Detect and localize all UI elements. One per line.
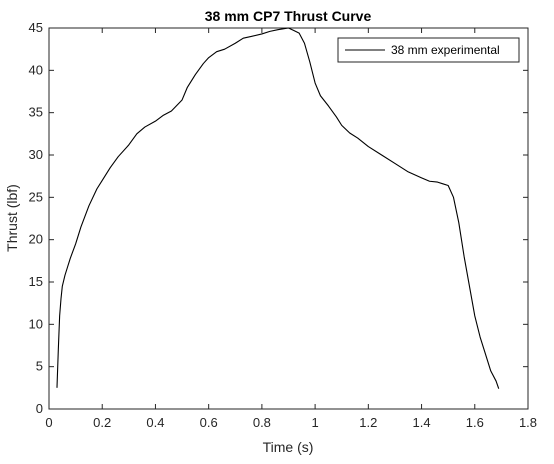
x-tick-label: 0.4 xyxy=(146,415,164,430)
legend-label: 38 mm experimental xyxy=(391,43,500,57)
x-tick-label: 1.4 xyxy=(413,415,431,430)
y-tick-label: 35 xyxy=(29,105,43,120)
legend: 38 mm experimental xyxy=(337,37,520,63)
y-axis-label: Thrust (lbf) xyxy=(4,184,20,252)
x-tick-label: 0.8 xyxy=(253,415,271,430)
x-tick-label: 1.2 xyxy=(359,415,377,430)
y-tick-label: 15 xyxy=(29,274,43,289)
x-tick-label: 0 xyxy=(45,415,52,430)
x-tick-label: 1.8 xyxy=(519,415,537,430)
y-axis-ticks: 0 5 10 15 20 25 30 35 40 45 xyxy=(29,20,528,416)
x-tick-label: 1.6 xyxy=(466,415,484,430)
x-axis-ticks: 0 0.2 0.4 0.6 0.8 1 1.2 1.4 1.6 1.8 xyxy=(45,28,537,430)
x-tick-label: 0.6 xyxy=(200,415,218,430)
series-line-38mm-experimental xyxy=(56,27,500,389)
plot-frame xyxy=(48,27,529,410)
x-tick-label: 1 xyxy=(311,415,318,430)
x-tick-label: 0.2 xyxy=(93,415,111,430)
chart-title: 38 mm CP7 Thrust Curve xyxy=(205,8,372,24)
y-tick-label: 45 xyxy=(29,20,43,35)
y-tick-label: 0 xyxy=(36,401,43,416)
y-tick-label: 5 xyxy=(36,359,43,374)
y-tick-label: 10 xyxy=(29,316,43,331)
y-tick-label: 40 xyxy=(29,62,43,77)
x-axis-label: Time (s) xyxy=(263,439,314,455)
y-tick-label: 20 xyxy=(29,232,43,247)
y-tick-label: 30 xyxy=(29,147,43,162)
y-tick-label: 25 xyxy=(29,189,43,204)
